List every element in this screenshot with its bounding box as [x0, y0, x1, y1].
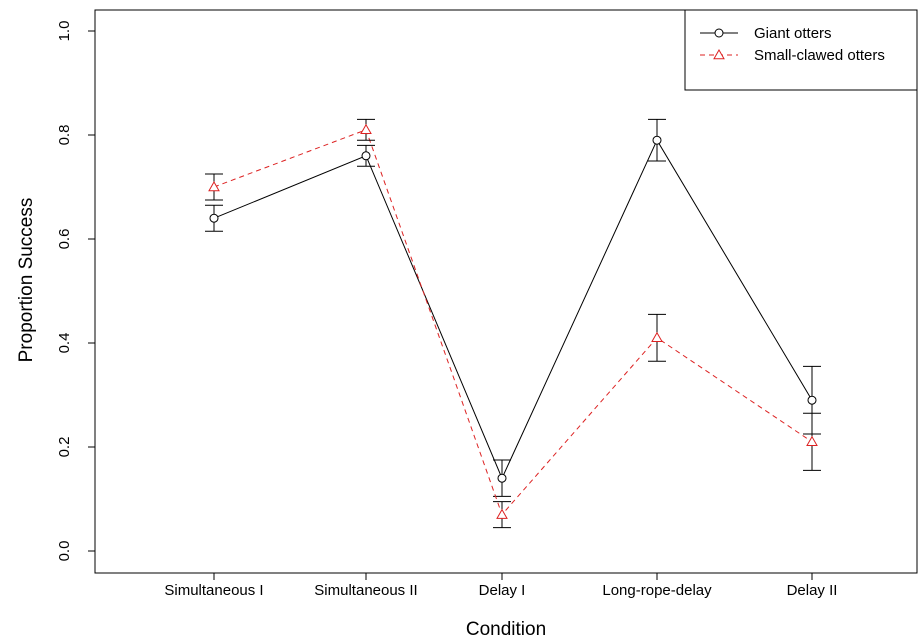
legend-label-0: Giant otters [754, 25, 832, 42]
legend-marker-0 [714, 28, 724, 38]
data-point-0-0 [209, 213, 219, 223]
legend-label-1: Small-clawed otters [754, 47, 885, 64]
data-point-0-4 [807, 395, 817, 405]
y-tick-label-3: 0.6 [56, 229, 73, 250]
data-point-1-1 [360, 123, 372, 135]
y-tick-label-1: 0.2 [56, 437, 73, 458]
y-tick-label-0: 0.0 [56, 541, 73, 562]
legend: Giant otters Small-clawed otters [684, 9, 918, 91]
data-point-1-0 [208, 180, 220, 192]
legend-marker-1 [713, 48, 725, 60]
data-point-0-3 [652, 135, 662, 145]
series-line-0 [213, 139, 813, 480]
data-point-1-2 [496, 508, 508, 519]
y-tick-label-2: 0.4 [56, 333, 73, 354]
data-point-1-3 [651, 331, 663, 343]
y-axis-title: Proportion Success [16, 198, 37, 363]
y-tick-label-5: 1.0 [56, 21, 73, 42]
plot-frame [94, 9, 918, 574]
x-tick-label-0: Simultaneous I [164, 582, 263, 599]
series-0 [205, 118, 821, 497]
data-point-1-4 [806, 435, 818, 447]
series-1 [205, 118, 821, 529]
y-axis: 0.0 0.2 0.4 0.6 0.8 1.0 [56, 21, 96, 562]
legend-box [684, 9, 918, 91]
x-tick-label-3: Long-rope-delay [602, 582, 712, 599]
x-axis-title: Condition [466, 619, 546, 640]
y-tick-label-4: 0.8 [56, 125, 73, 146]
data-point-0-2 [497, 473, 507, 483]
x-axis: Simultaneous I Simultaneous II Delay I Long… [164, 572, 838, 599]
plot-area [205, 118, 821, 529]
series-line-1 [213, 129, 813, 516]
data-point-0-1 [361, 151, 371, 161]
x-tick-label-1: Simultaneous II [314, 582, 417, 599]
x-tick-label-4: Delay II [787, 582, 838, 599]
x-tick-label-2: Delay I [479, 582, 526, 599]
